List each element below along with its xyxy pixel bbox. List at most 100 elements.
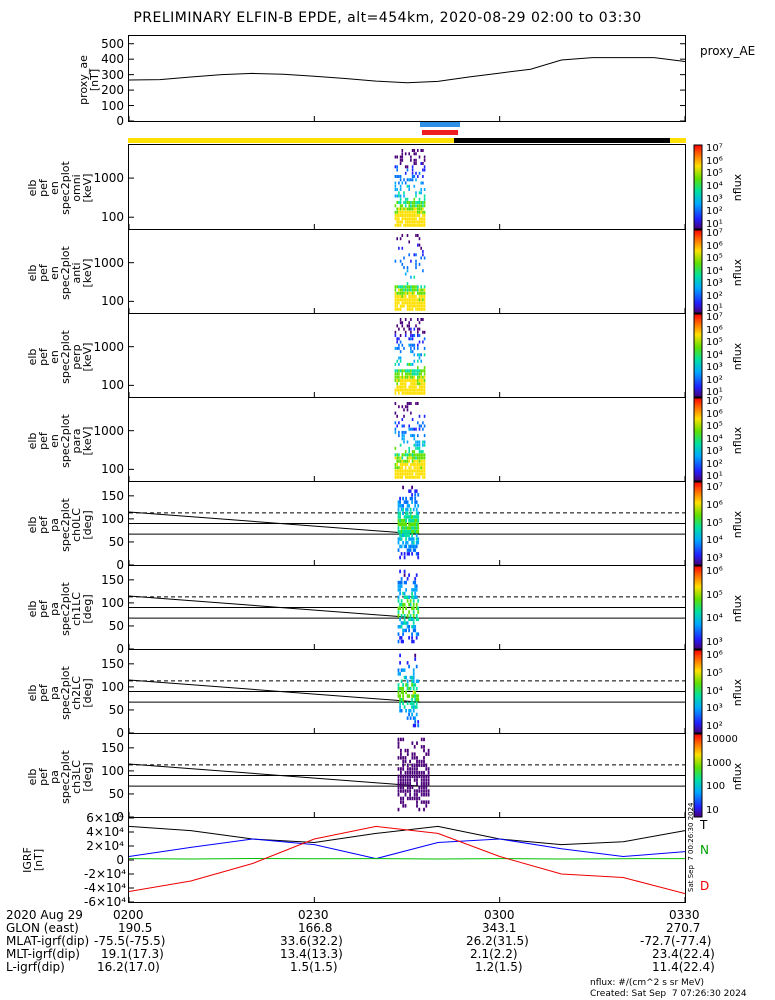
ch1-spectrogram-pixel [408,617,410,622]
para-spectrogram-pixel [422,450,424,454]
perp-spectrogram-pixel [422,375,424,379]
perp-spectrogram-pixel [401,324,404,328]
anti-spectrogram-pixel [406,307,409,311]
anti-spectrogram-pixel [406,288,409,292]
omni-spectrogram-pixel [396,168,398,172]
perp-spectrogram-pixel [404,372,407,376]
perp-spectrogram-pixel [398,369,400,373]
omni-spectrogram-pixel [398,217,400,221]
ch0-spectrogram-pixel [415,526,418,530]
ch0-spectrogram-pixel [406,515,409,519]
perp-spectrogram-pixel [399,350,402,354]
para-spectrogram-pixel [401,418,404,421]
ch0-colorbar-tick: 10³ [706,553,723,564]
para-spectrogram-pixel [404,430,407,434]
perp-spectrogram-pixel [417,346,419,350]
footer-l-2: 1.2(1.5) [475,960,523,974]
para-spectrogram-pixel [410,402,412,405]
ch2-spectrogram-pixel [399,672,401,676]
para-spectrogram-pixel [413,456,416,460]
anti-spectrogram-pixel [410,288,412,292]
ch0-spectrogram-pixel [414,515,417,519]
ch1-spectrogram-pixel [408,628,410,633]
perp-spectrogram-pixel [394,362,397,366]
ch3-colorbar-tick: 1000 [706,757,732,769]
anti-spectrogram-pixel [420,307,422,311]
perp-spectrogram-pixel [415,388,417,392]
ch3-spectrogram-pixel [397,778,400,782]
anti-spectrogram-pixel [406,282,409,286]
omni-spectrogram-pixel [398,181,400,185]
ch0-spectrogram-pixel [415,500,418,504]
ch1-spectrogram-pixel [400,580,403,585]
perp-spectrogram-pixel [410,369,412,373]
ch0-spectrogram-pixel [415,544,418,549]
perp-spectrogram-pixel [404,379,407,382]
anti-spectrogram-pixel [399,298,402,302]
omni-spectrogram-pixel [415,207,417,211]
omni-spectrogram-pixel [399,155,402,159]
para-colorbar-tick: 10² [706,458,723,470]
perp-spectrogram-pixel [423,330,426,334]
anti-spectrogram-pixel [406,298,409,302]
para-spectrogram-pixel [406,463,409,466]
perp-spectrogram-pixel [398,346,400,350]
ch2-spectrogram-pixel [412,668,415,672]
ch1-spectrogram-pixel [397,606,400,611]
ch0-spectrogram-pixel [403,533,406,538]
para-spectrogram-pixel [399,456,402,460]
ch0-spectrogram-pixel [409,518,412,523]
perp-spectrogram-pixel [403,382,405,386]
ch1-ytick-label: 50 [108,618,124,633]
omni-spectrogram-pixel [417,201,419,204]
ch3-spectrogram-pixel [425,778,428,782]
ch0-spectrogram-pixel [405,496,407,501]
ch1-spectrogram-pixel [415,617,418,622]
colorbar-ch3 [693,733,703,818]
para-spectrogram-pixel [411,472,414,476]
ch2-spectrogram-pixel [405,709,407,713]
perp-spectrogram-pixel [399,334,402,337]
omni-spectrogram-pixel [422,207,424,211]
perp-spectrogram-pixel [399,318,402,321]
anti-spectrogram-pixel [422,291,424,295]
footer-tick-0330: 0330 [669,908,700,922]
ae-ytick-label: 0 [116,114,124,128]
perp-spectrogram-pixel [417,318,419,321]
omni-spectrogram-pixel [408,188,410,191]
anti-spectrogram-pixel [422,304,424,308]
para-spectrogram-pixel [422,421,424,425]
anti-spectrogram-pixel [422,307,424,311]
perp-spectrogram-pixel [408,324,410,328]
perp-spectrogram-pixel [411,362,414,366]
ch2-spectrogram-pixel [412,675,415,680]
ch1-spectrogram-pixel [397,639,400,644]
ch0-spectrogram-pixel [411,500,413,504]
anti-spectrogram-pixel [398,285,400,289]
omni-spectrogram-pixel [399,158,402,162]
omni-spectrogram-pixel [410,207,412,211]
ch2-spectrogram-pixel [399,701,401,706]
para-spectrogram-pixel [394,411,397,415]
omni-spectrogram-pixel [403,223,405,227]
ch3-spectrogram-pixel [416,778,418,782]
ch3-spectrogram-pixel [413,789,416,793]
anti-spectrogram-pixel [420,246,422,250]
colorbar-para [693,397,703,482]
para-spectrogram-pixel [423,469,426,473]
ch1-spectrogram-pixel [412,639,415,644]
ch3-spectrogram-pixel [423,763,425,767]
perp-spectrogram-pixel [406,391,409,395]
perp-colorbar-tick: 10³ [706,362,723,373]
footer-tick-0300: 0300 [484,908,515,922]
para-spectrogram-pixel [403,459,405,463]
ch1-spectrogram-pixel [411,632,413,636]
perp-spectrogram-pixel [403,375,405,379]
ch0-axis-label: elb pef pa spec2plot ch0LC [deg] [26,498,94,552]
ch3-spectrogram-pixel [425,763,428,767]
para-spectrogram-pixel [413,443,416,447]
anti-spectrogram-pixel [423,295,426,298]
anti-spectrogram-pixel [406,304,409,308]
para-spectrogram-pixel [403,469,405,473]
omni-spectrogram-pixel [406,201,409,204]
